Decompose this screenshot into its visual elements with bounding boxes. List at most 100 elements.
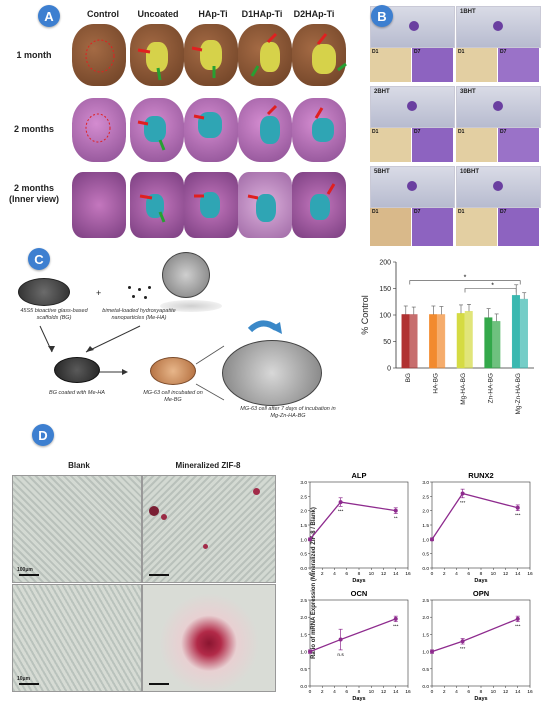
x-tick-label: 10: [491, 571, 497, 577]
day-label: D7: [500, 129, 507, 135]
day-label: D7: [414, 209, 421, 215]
well-tile-2bht: 2BHT: [370, 86, 455, 128]
panel-a-arrows: [85, 32, 347, 223]
panel-d-badge: D: [32, 424, 54, 446]
micro-blank-high-mag: 10μm: [12, 584, 142, 692]
x-tick-label: BG: [405, 373, 412, 382]
micro-d7-10bht: D7: [498, 208, 539, 246]
panel-c: C: [0, 248, 360, 418]
panel-a: A Control Uncoated HAp-Ti D1HAp-Ti D2HAp…: [0, 0, 365, 247]
nanoparticle-caption: bimetal-loaded hydroxyapatite nanopartic…: [102, 308, 176, 321]
series-line: [309, 618, 396, 653]
col-header-uncoated: Uncoated: [137, 9, 179, 19]
y-tick-label: 100: [379, 313, 391, 320]
bar: [401, 314, 410, 369]
data-point: [338, 500, 343, 505]
scan-control-inner: [72, 172, 126, 238]
y-tick-label: 2.0: [300, 615, 307, 621]
x-tick-label: HA-BG: [432, 373, 439, 394]
day-label: D1: [372, 49, 379, 55]
micro-zif8-high-mag: [142, 584, 276, 692]
plus-sign: +: [96, 288, 102, 298]
micro-d1-5bht: D1: [370, 208, 411, 246]
panel-c-arrows: [39, 320, 282, 401]
x-tick-label: 8: [480, 689, 483, 695]
scale-bar: [149, 574, 169, 576]
scale-bar-100um: [19, 574, 39, 576]
significance-label: ***: [460, 646, 466, 652]
data-point: [338, 637, 343, 642]
stain-spot: [493, 101, 503, 111]
x-tick-label: 0: [309, 571, 312, 577]
line-chart-ocn: OCN 0.0 0.5 1.0 1.5 2.0 2.5 0 2 4 6 8 10 12 14 16 Days n.…: [300, 589, 411, 702]
y-tick-label: 0: [387, 366, 391, 373]
micro-blank-low-mag: 100μm: [12, 475, 142, 583]
x-tick-label: 6: [345, 571, 348, 577]
bar: [409, 314, 418, 369]
y-tick-label: 2.0: [300, 509, 307, 515]
red-arrow: [137, 48, 151, 54]
y-tick-label: 0.0: [422, 684, 429, 690]
red-arrow: [316, 33, 328, 45]
after7-caption: MG-63 cell after 7 days of incubation in…: [240, 406, 336, 419]
red-arrow: [326, 183, 336, 195]
cell-scaffold-disk: [150, 357, 196, 385]
scan-uncoated-inner: [130, 172, 184, 238]
y-tick-label: 1.0: [300, 537, 307, 543]
x-tick-label: 4: [455, 689, 458, 695]
y-tick-label: 1.0: [422, 650, 429, 656]
scan-hapti-inner: [184, 172, 238, 238]
stain-spot: [407, 181, 417, 191]
x-tick-label: Mg-Zn-HA-BG: [515, 373, 522, 415]
significance-label: ***: [338, 508, 344, 514]
mineral-nodule: [253, 488, 260, 495]
red-arrow: [137, 120, 149, 126]
scale-label-100um: 100μm: [17, 567, 33, 573]
y-tick-label: 200: [379, 260, 391, 267]
y-tick-label: 1.5: [300, 523, 307, 529]
x-tick-label: 12: [503, 571, 509, 577]
bar: [437, 314, 446, 369]
x-tick-label: 12: [381, 571, 387, 577]
y-tick-label: 0.0: [300, 566, 307, 572]
line-chart-alp: ALP 0.0 0.5 1.0 1.5 2.0 2.5 3.0 0 2 4 6 8 10 12 14 16 Day…: [300, 471, 411, 584]
col-header-d2hap-ti: D2HAp-Ti: [293, 9, 335, 19]
scan-d2hapti-2m: [292, 98, 346, 162]
x-tick-label: 10: [369, 571, 375, 577]
scale-bar: [149, 683, 169, 685]
x-axis-label: Days: [474, 696, 487, 702]
x-tick-label: 2: [321, 571, 324, 577]
y-tick-label: 1.0: [300, 650, 307, 656]
data-point: [515, 505, 520, 510]
y-tick-label: 2.5: [300, 494, 307, 500]
x-tick-label: 10: [369, 689, 375, 695]
x-tick-label: 2: [443, 689, 446, 695]
col-header-control: Control: [87, 9, 119, 19]
bar: [511, 295, 520, 369]
mineral-nodule: [149, 506, 159, 516]
well-tile-10bht: 10BHT: [456, 166, 541, 208]
x-tick-label: 14: [393, 571, 399, 577]
x-tick-label: 16: [527, 689, 533, 695]
data-point: [308, 537, 312, 542]
y-tick-label: 0.5: [300, 667, 307, 673]
x-tick-label: 6: [345, 689, 348, 695]
y-tick-label: 0.5: [422, 667, 429, 673]
x-tick-label: 0: [431, 689, 434, 695]
micro-d1-0t: D1: [370, 48, 411, 82]
y-tick-label: 1.5: [422, 632, 429, 638]
chart-title: OPN: [473, 589, 489, 598]
significance-star: *: [464, 275, 467, 282]
micro-title-mineralized: Mineralized ZIF-8: [175, 461, 241, 470]
plot-frame: [431, 599, 531, 687]
scan-uncoated-1m: [130, 24, 184, 86]
micro-d1-2bht: D1: [370, 128, 411, 162]
x-tick-label: 10: [491, 689, 497, 695]
y-tick-label: 1.5: [300, 632, 307, 638]
micro-d7-1bht: D7: [498, 48, 539, 82]
significance-label: n.s: [337, 653, 344, 658]
chart-title: OCN: [351, 589, 368, 598]
scan-control-2m: [72, 98, 126, 162]
scan-hapti-1m: [184, 24, 238, 86]
x-tick-label: 8: [358, 689, 361, 695]
